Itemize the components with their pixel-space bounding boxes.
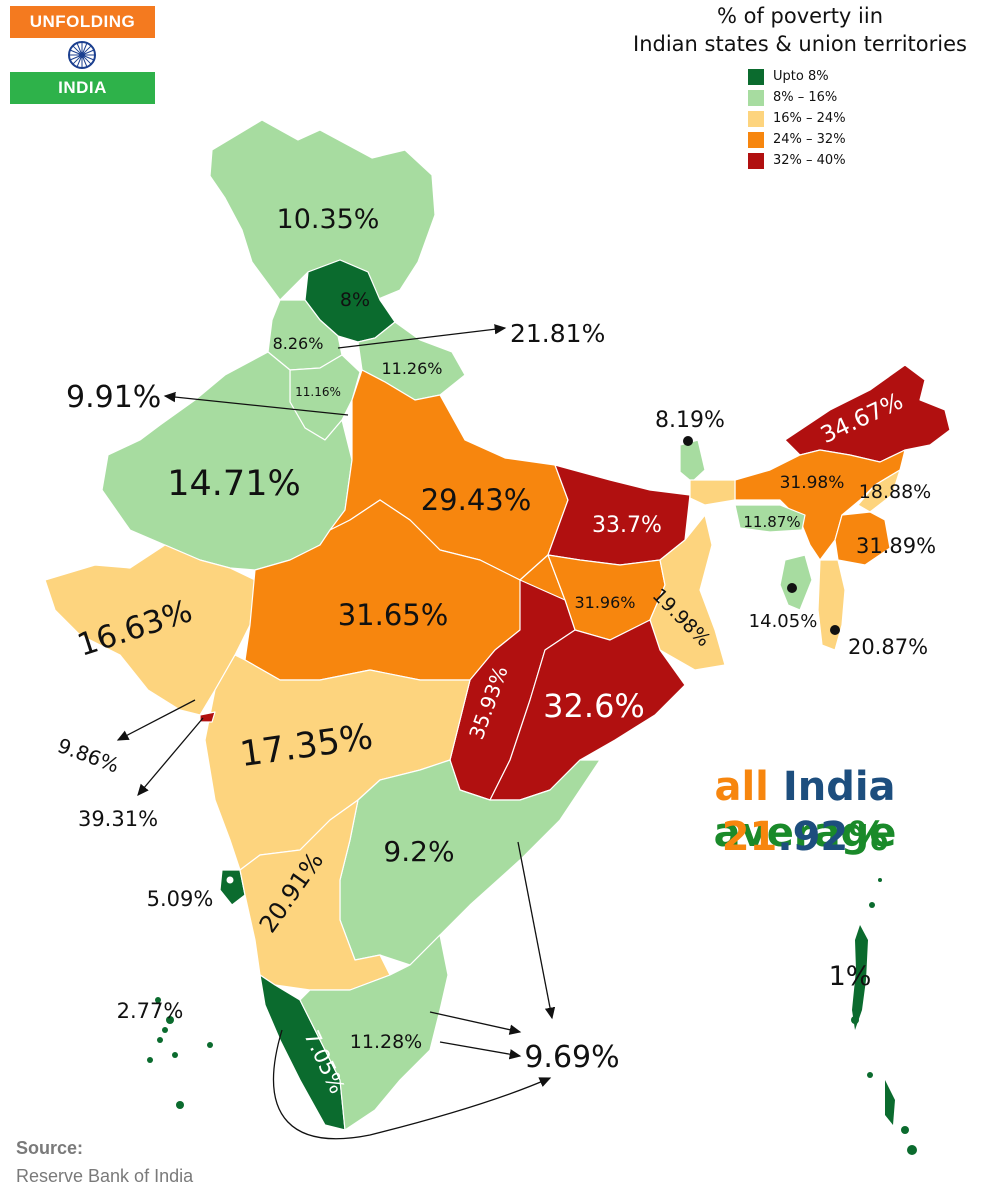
label-madhya-pradesh: 31.65% (338, 598, 449, 632)
label-mizoram: 20.87% (848, 635, 928, 659)
state-west-bengal (649, 514, 726, 671)
all-india-average-heading: all India average (630, 764, 980, 856)
avg-value-part2: 92 (792, 814, 849, 860)
arrow-puducherry-east (517, 841, 556, 1020)
label-meghalaya: 11.87% (743, 513, 800, 531)
legend-label: 32% – 40% (773, 153, 846, 168)
label-assam: 31.98% (780, 473, 845, 493)
legend-label: 24% – 32% (773, 132, 846, 147)
avg-value-part3: % (848, 814, 889, 860)
arrow-daman-diu (116, 699, 196, 741)
label-uttar-pradesh: 29.43% (421, 483, 532, 517)
label-jharkhand: 31.96% (574, 593, 635, 612)
islands-andaman-nicobar (851, 878, 917, 1155)
legend-item: 32% – 40% (748, 150, 846, 171)
label-sikkim: 8.19% (655, 408, 725, 433)
label-andaman-nicobar: 1% (829, 961, 872, 992)
all-india-average-value: 21.92% (630, 814, 980, 860)
legend-item: 16% – 24% (748, 108, 846, 129)
label-uttarakhand-arrow: 21.81% (510, 319, 605, 348)
label-uttarakhand: 11.26% (381, 359, 442, 378)
marker-mizoram (830, 625, 840, 635)
state-mizoram (817, 559, 846, 651)
arrow-puducherry-mahe (272, 1029, 552, 1140)
marker-tripura (787, 583, 797, 593)
islands-lakshadweep (147, 997, 213, 1109)
legend-item: 8% – 16% (748, 87, 846, 108)
label-nagaland: 18.88% (859, 481, 931, 503)
state-north-bengal-strip (689, 479, 736, 506)
legend-swatch (748, 110, 764, 127)
state-jammu-kashmir (209, 119, 436, 301)
label-haryana: 11.16% (295, 385, 341, 399)
logo-top-band: UNFOLDING (10, 6, 155, 38)
label-lakshadweep: 2.77% (117, 999, 184, 1023)
label-dnh: 39.31% (78, 807, 158, 831)
legend-swatch (748, 68, 764, 85)
state-meghalaya (734, 504, 806, 533)
legend-item: Upto 8% (748, 66, 846, 87)
label-rajasthan: 14.71% (167, 464, 300, 504)
label-delhi: 9.91% (66, 380, 161, 415)
state-odisha (489, 619, 686, 801)
logo-bottom-band: INDIA (10, 72, 155, 104)
source-name: Reserve Bank of India (16, 1166, 194, 1186)
legend-label: Upto 8% (773, 69, 829, 84)
ashoka-chakra-icon (68, 41, 96, 69)
state-karnataka (239, 799, 391, 991)
avg-value-dot: . (777, 814, 793, 860)
state-goa (219, 869, 246, 906)
legend-swatch (748, 89, 764, 106)
label-jammu-kashmir: 10.35% (277, 204, 380, 235)
label-punjab: 8.26% (273, 334, 324, 353)
legend-title-line2: Indian states & union territories (633, 32, 967, 56)
label-himachal-pradesh: 8% (340, 289, 370, 311)
state-tamil-nadu (299, 934, 449, 1131)
legend-item: 24% – 32% (748, 129, 846, 150)
logo-middle-band (10, 38, 155, 72)
state-tripura (779, 554, 813, 611)
legend-swatch (748, 152, 764, 169)
state-assam (734, 449, 906, 561)
label-puducherry: 9.69% (524, 1040, 619, 1075)
state-nagaland (857, 469, 901, 513)
label-tripura: 14.05% (749, 611, 818, 632)
arrow-delhi (163, 391, 349, 416)
legend-label: 16% – 24% (773, 111, 846, 126)
state-rajasthan (101, 351, 353, 571)
label-tamil-nadu: 11.28% (350, 1031, 422, 1053)
label-odisha: 32.6% (543, 687, 645, 725)
arrow-puducherry-tn1 (429, 1011, 522, 1035)
label-goa: 5.09% (147, 887, 214, 911)
avg-word-all: all (714, 764, 769, 810)
label-andhra-telangana: 9.2% (383, 835, 454, 868)
state-manipur (834, 511, 891, 566)
avg-value-part1: 21 (721, 814, 778, 860)
avg-word-india: India (782, 764, 896, 810)
state-sikkim (679, 439, 706, 483)
arrow-dnh (137, 717, 204, 796)
source-label: Source: (16, 1138, 84, 1158)
label-daman-diu: 9.86% (54, 733, 122, 777)
label-bihar: 33.7% (592, 513, 662, 538)
legend: Upto 8% 8% – 16% 16% – 24% 24% – 32% 32%… (748, 66, 846, 171)
avg-word-average: average (713, 810, 897, 856)
label-manipur: 31.89% (856, 534, 936, 558)
arrow-puducherry-tn2 (439, 1041, 522, 1060)
legend-label: 8% – 16% (773, 90, 838, 105)
marker-goa (226, 876, 234, 884)
legend-swatch (748, 131, 764, 148)
marker-sikkim (683, 436, 693, 446)
arrow-uttarakhand (337, 324, 507, 349)
legend-title-line1: % of poverty iin (716, 4, 884, 28)
ut-dadra-nagar-haveli (199, 711, 216, 723)
